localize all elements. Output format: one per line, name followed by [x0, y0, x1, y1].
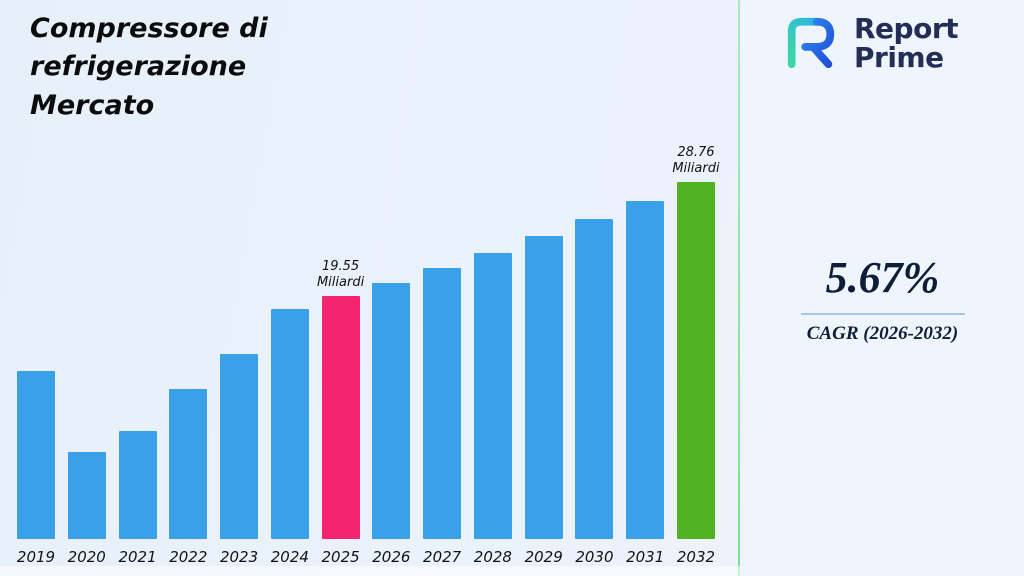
cagr-value: 5.67% [825, 253, 940, 302]
year-label-2031: 2031 [626, 548, 665, 566]
year-label-2032: 2032 [676, 548, 716, 566]
bar-2019 [17, 371, 55, 539]
bottom-strip [0, 566, 741, 576]
year-label-2029: 2029 [524, 548, 563, 566]
bar-column-2028: 2028 [471, 253, 515, 566]
bar-column-2031: 2031 [623, 201, 667, 566]
bar-2026 [372, 283, 411, 539]
brand-name-line-1: Report [854, 12, 959, 46]
chart-title-line-3: Mercato [30, 89, 155, 121]
year-label-2021: 2021 [118, 548, 157, 566]
brand-logo: Report Prime [780, 12, 959, 74]
year-label-2028: 2028 [473, 548, 512, 566]
bar-2021 [118, 431, 157, 539]
cagr-label: CAGR (2026-2032) [806, 323, 959, 344]
bar-column-2026: 2026 [369, 283, 413, 566]
bar-2028 [473, 253, 512, 539]
bar-2025 [321, 296, 360, 539]
bar-value-label-2032: 28.76 Miliardi [672, 144, 720, 176]
bar-2032 [676, 182, 715, 539]
cagr-underline [800, 313, 965, 315]
year-label-2023: 2023 [219, 548, 259, 566]
bar-column-2020: 2020 [65, 452, 109, 566]
bar-column-2022: 2022 [166, 389, 210, 566]
bar-2029 [524, 236, 563, 539]
year-label-2027: 2027 [423, 548, 462, 566]
bar-2030 [575, 219, 614, 539]
chart-title: Compressore di refrigerazione Mercato [30, 10, 350, 125]
bar-column-2029: 2029 [522, 236, 566, 566]
chart-title-line-2: refrigerazione [30, 51, 247, 83]
year-label-2022: 2022 [169, 548, 208, 566]
cagr-block: 5.67% CAGR (2026-2032) [741, 252, 1024, 345]
bar-column-2019: 2019 [14, 371, 58, 566]
year-label-2019: 2019 [16, 548, 56, 566]
year-label-2024: 2024 [270, 548, 309, 566]
bar-column-2024: 2024 [268, 309, 312, 566]
bar-value-label-2025: 19.55 Miliardi [316, 258, 365, 290]
bar-column-2025: 19.55 Miliardi 2025 [317, 259, 364, 567]
bar-column-2030: 2030 [572, 219, 616, 566]
bar-2031 [626, 201, 665, 539]
bar-column-2027: 2027 [420, 268, 464, 566]
bar-2022 [169, 389, 208, 539]
vertical-separator [738, 0, 740, 576]
brand-name-line-2: Prime [854, 41, 944, 74]
right-panel-background [741, 0, 1024, 576]
bar-column-2023: 2023 [217, 354, 261, 566]
bar-2027 [423, 268, 462, 539]
bar-2023 [220, 354, 259, 539]
year-label-2025: 2025 [321, 548, 360, 566]
year-label-2020: 2020 [67, 548, 106, 566]
bar-column-2021: 2021 [116, 431, 160, 566]
report-prime-logo-icon [780, 14, 842, 74]
brand-name: Report Prime [854, 12, 959, 74]
year-label-2030: 2030 [575, 548, 614, 566]
bar-2020 [67, 452, 106, 539]
bar-chart: 2019 2020 2021 2022 2023 2024 19.55 Miliardi 20… [14, 126, 720, 567]
year-label-2026: 2026 [372, 548, 411, 566]
chart-title-line-1: Compressore di [30, 13, 268, 44]
bar-column-2032: 28.76 Miliardi 2032 [672, 145, 719, 567]
bar-2024 [270, 309, 309, 539]
